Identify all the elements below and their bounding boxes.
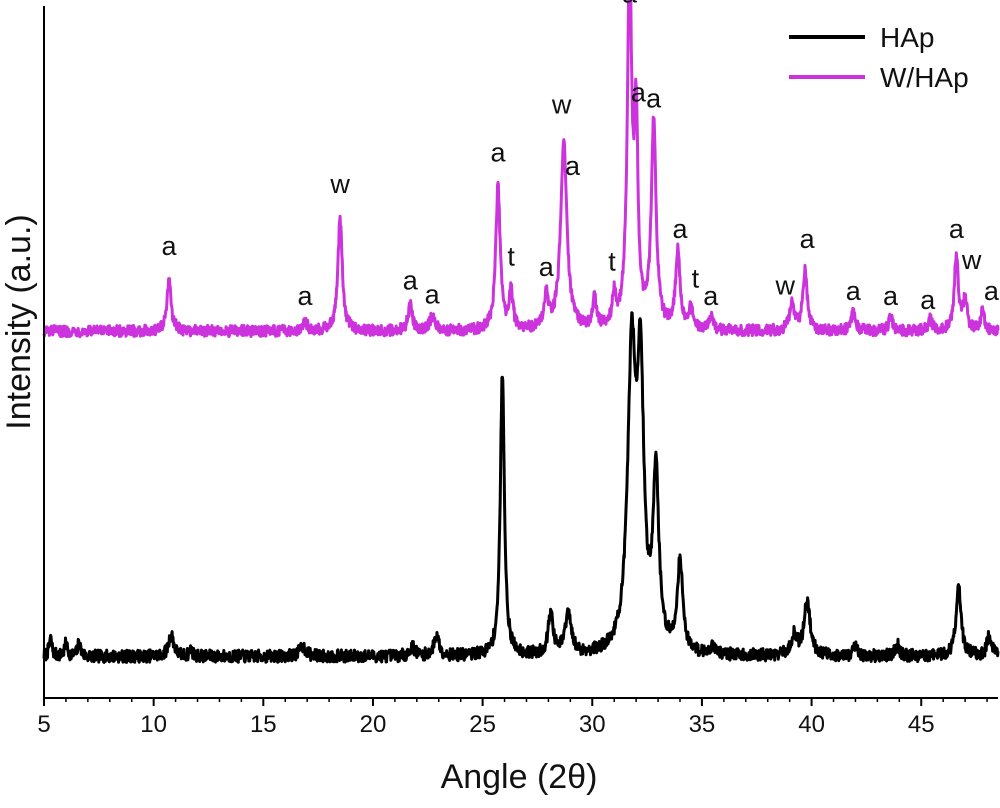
y-axis-title: Intensity (a.u.) (0, 214, 38, 429)
peak-label: a (703, 281, 719, 311)
x-tick-label: 35 (689, 711, 716, 738)
peak-label: a (403, 266, 419, 296)
series-layer (42, 0, 1000, 664)
peak-label: a (631, 77, 647, 107)
peak-label: a (161, 231, 177, 261)
x-tick-label: 5 (37, 711, 50, 738)
peak-label: w (329, 169, 350, 199)
peak-label: a (539, 252, 555, 282)
peak-label: w (961, 245, 982, 275)
peak-label: a (425, 280, 441, 310)
series-line-whap (42, 0, 1000, 339)
peak-label: t (507, 242, 515, 272)
annotation-layer: aawaaatawataaaatawaaaaawa (161, 0, 999, 315)
x-tick-label: 25 (469, 711, 496, 738)
x-tick-label: 40 (798, 711, 825, 738)
peak-label: a (883, 281, 899, 311)
x-tick-label: 30 (579, 711, 606, 738)
legend: HAp W/HAp (789, 22, 969, 93)
legend-label-whap: W/HAp (880, 62, 969, 93)
legend-label-hap: HAp (880, 22, 934, 53)
peak-label: w (775, 271, 796, 301)
x-tick-label: 10 (140, 711, 167, 738)
x-tick-label: 15 (250, 711, 277, 738)
peak-label: a (920, 285, 936, 315)
peak-label: t (608, 246, 616, 276)
peak-label: w (551, 89, 572, 119)
peak-label: a (646, 84, 662, 114)
x-tick-label: 45 (908, 711, 935, 738)
peak-label: a (622, 0, 638, 9)
peak-label: a (800, 224, 816, 254)
peak-label: a (846, 276, 862, 306)
peak-label: a (984, 276, 1000, 306)
peak-label: a (565, 151, 581, 181)
peak-label: a (672, 214, 688, 244)
x-tick-layer: 5 10 15 20 25 30 35 40 45 (37, 698, 988, 738)
series-line-hap (42, 311, 1000, 664)
x-axis-title: Angle (2θ) (441, 758, 598, 796)
peak-label: a (949, 214, 965, 244)
peak-label: a (297, 281, 313, 311)
peak-label: t (692, 264, 700, 294)
peak-label: a (490, 138, 506, 168)
x-tick-label: 20 (360, 711, 387, 738)
